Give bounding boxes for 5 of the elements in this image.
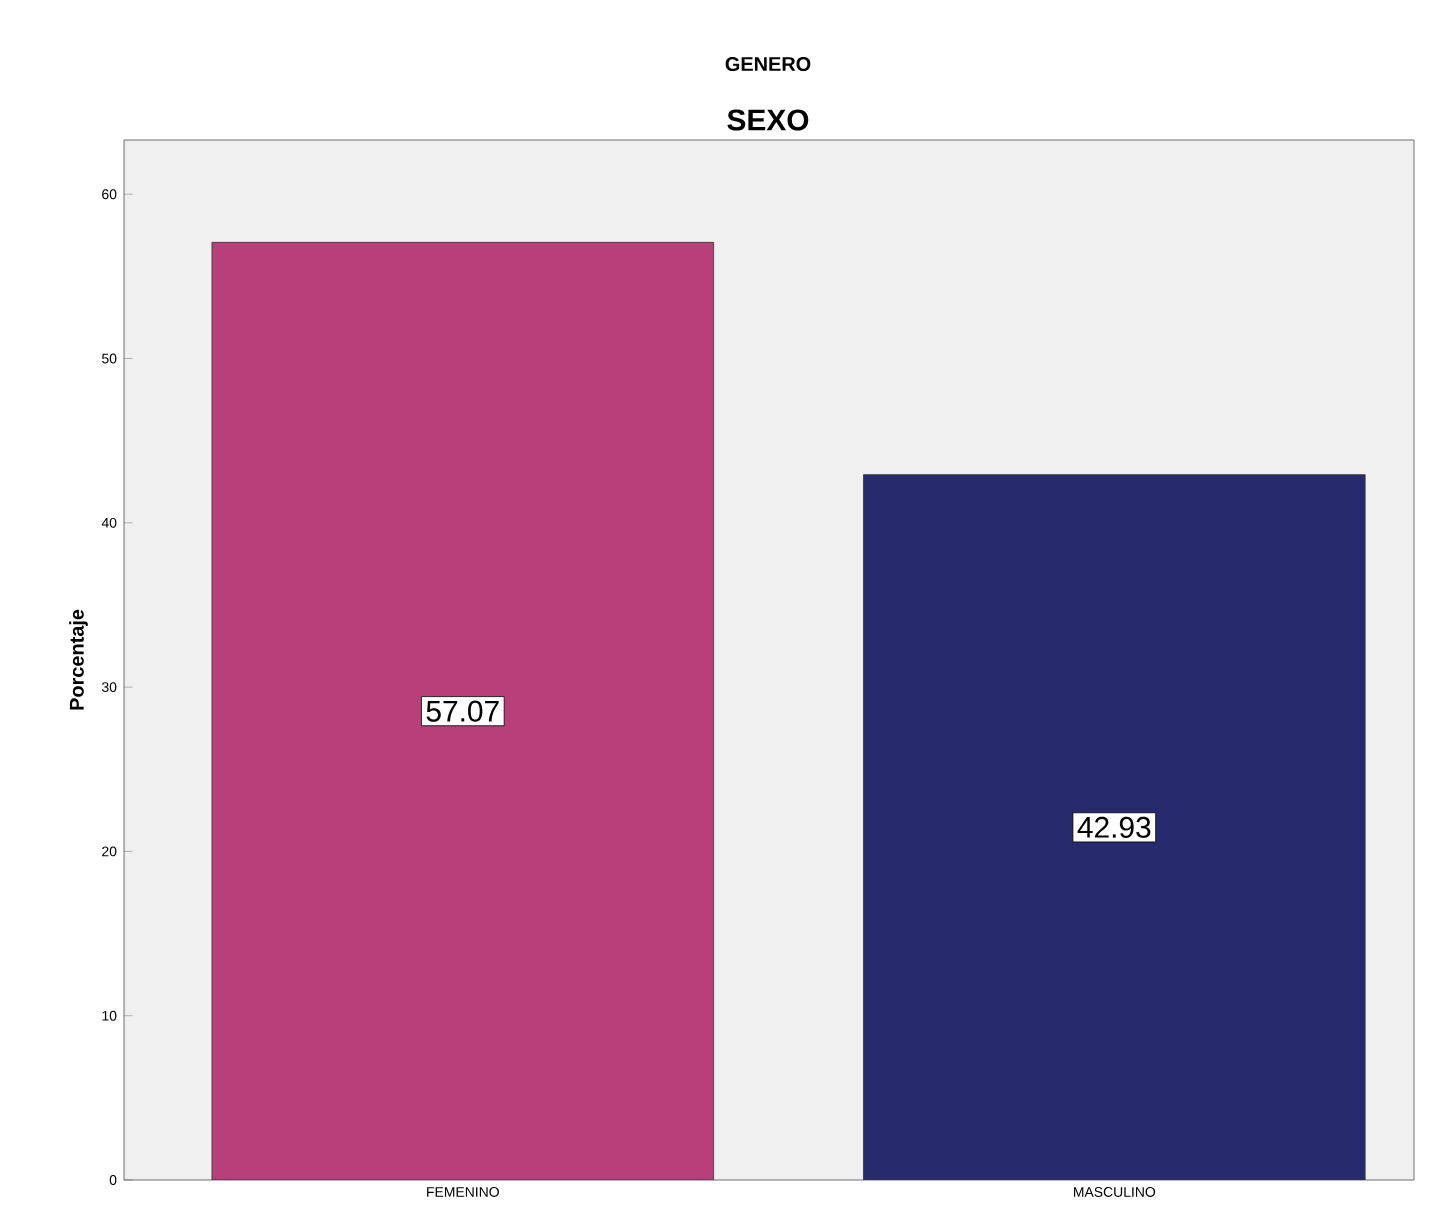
chart-subtitle: SEXO xyxy=(727,109,809,131)
data-label: 42.93 xyxy=(1077,816,1151,838)
data-label: 57.07 xyxy=(426,700,499,722)
y-axis-title: Porcentaje xyxy=(69,609,88,710)
chart-title: GENERO xyxy=(725,56,811,72)
